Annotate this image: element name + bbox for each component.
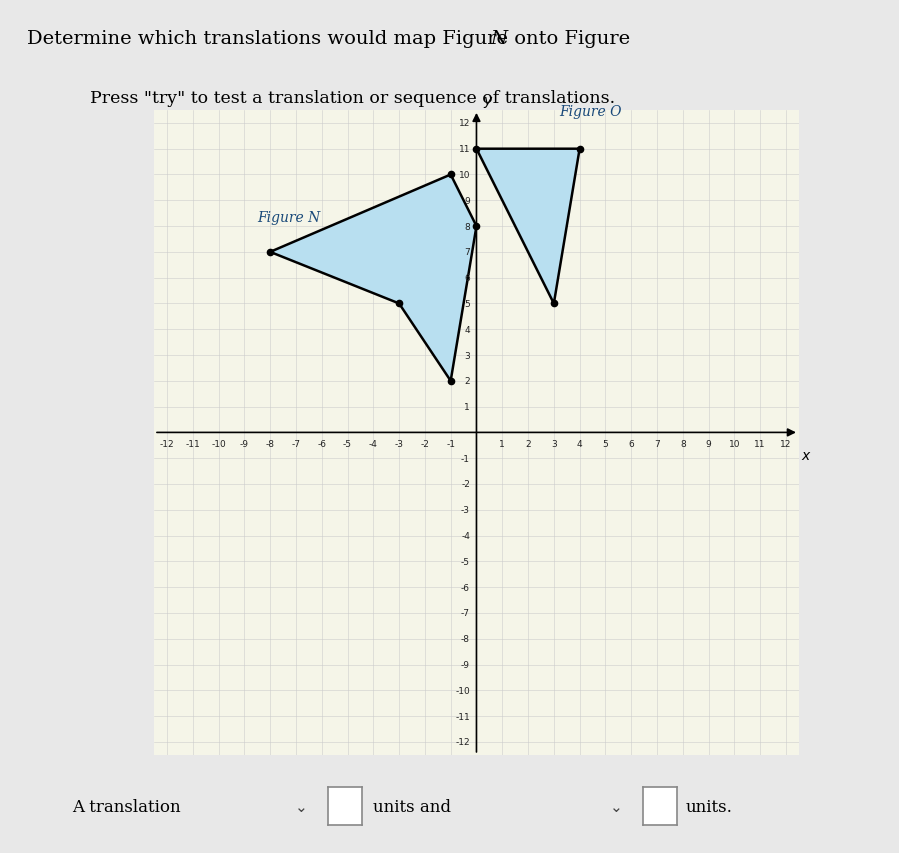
Text: -5: -5 (461, 557, 470, 566)
Text: -11: -11 (455, 711, 470, 721)
Text: -6: -6 (461, 583, 470, 592)
Text: 1: 1 (464, 403, 470, 412)
Text: ⌄: ⌄ (610, 798, 622, 814)
Text: 7: 7 (464, 248, 470, 257)
Text: 9: 9 (464, 196, 470, 206)
Text: -7: -7 (461, 609, 470, 618)
Text: -5: -5 (343, 439, 352, 449)
Text: -4: -4 (369, 439, 378, 449)
Text: 2: 2 (465, 377, 470, 386)
Text: 6: 6 (464, 274, 470, 283)
Text: A translation: A translation (72, 798, 181, 815)
Polygon shape (476, 149, 580, 305)
Text: -9: -9 (240, 439, 249, 449)
Text: Figure O: Figure O (559, 105, 621, 119)
Text: 11: 11 (458, 145, 470, 154)
Text: ⌄: ⌄ (295, 798, 307, 814)
Text: 11: 11 (754, 439, 766, 449)
Text: -9: -9 (461, 660, 470, 670)
Text: 6: 6 (628, 439, 634, 449)
Text: units and: units and (373, 798, 451, 815)
Text: 1: 1 (499, 439, 505, 449)
Text: -7: -7 (291, 439, 300, 449)
Text: 5: 5 (464, 299, 470, 309)
Text: 9: 9 (706, 439, 711, 449)
Text: 10: 10 (458, 171, 470, 180)
Text: -10: -10 (211, 439, 226, 449)
Text: -12: -12 (160, 439, 174, 449)
Text: 5: 5 (602, 439, 609, 449)
Text: 12: 12 (780, 439, 792, 449)
Polygon shape (270, 175, 476, 381)
Text: -8: -8 (265, 439, 274, 449)
Text: 8: 8 (680, 439, 686, 449)
Text: 3: 3 (464, 351, 470, 360)
Text: 2: 2 (525, 439, 531, 449)
Text: Figure N: Figure N (257, 211, 321, 224)
Text: 4: 4 (577, 439, 583, 449)
Text: -3: -3 (461, 506, 470, 514)
Text: N: N (490, 30, 507, 48)
Text: x: x (801, 449, 810, 462)
Text: 4: 4 (465, 325, 470, 334)
Text: -1: -1 (446, 439, 455, 449)
Text: -6: -6 (317, 439, 326, 449)
Text: -4: -4 (461, 531, 470, 541)
Text: -2: -2 (421, 439, 430, 449)
Text: -3: -3 (395, 439, 404, 449)
Text: Determine which translations would map Figure: Determine which translations would map F… (27, 30, 514, 48)
Text: onto Figure: onto Figure (508, 30, 636, 48)
Text: -12: -12 (456, 738, 470, 746)
Text: 12: 12 (458, 119, 470, 128)
Text: 7: 7 (654, 439, 660, 449)
Text: -8: -8 (461, 635, 470, 643)
Text: 8: 8 (464, 223, 470, 231)
Text: 10: 10 (728, 439, 740, 449)
Text: -2: -2 (461, 480, 470, 489)
Text: -11: -11 (185, 439, 200, 449)
Text: 3: 3 (551, 439, 556, 449)
Text: Press "try" to test a translation or sequence of translations.: Press "try" to test a translation or seq… (90, 90, 615, 107)
Text: units.: units. (686, 798, 733, 815)
Text: y: y (483, 95, 491, 108)
Text: -1: -1 (461, 454, 470, 463)
Text: -10: -10 (455, 686, 470, 695)
